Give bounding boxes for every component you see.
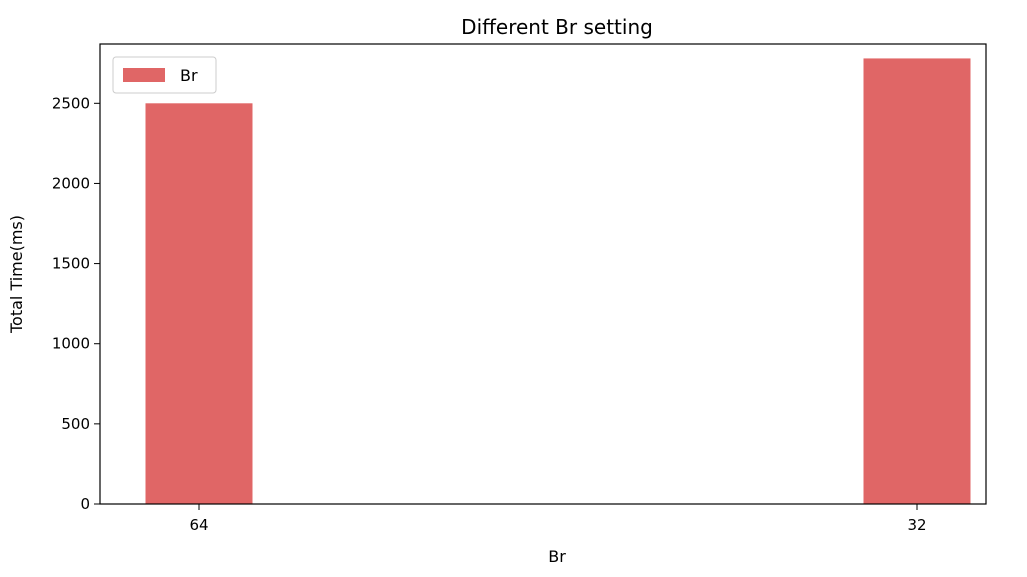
y-tick-label: 1500 <box>52 255 90 273</box>
legend-swatch <box>123 68 165 82</box>
bar-64 <box>145 103 253 505</box>
x-axis-label: Br <box>548 547 566 566</box>
y-tick-label: 0 <box>80 495 90 513</box>
bar-32 <box>863 58 971 505</box>
chart-title: Different Br setting <box>461 15 653 39</box>
x-axis: 64 32 <box>189 504 927 534</box>
y-axis-label: Total Time(ms) <box>7 215 26 334</box>
legend-label: Br <box>180 66 198 85</box>
y-tick-label: 2000 <box>52 174 90 192</box>
bars-group <box>145 58 971 505</box>
x-tick-label: 64 <box>189 516 208 534</box>
plot-area-frame <box>99 43 987 505</box>
y-tick-label: 500 <box>61 415 90 433</box>
legend: Br <box>112 56 217 94</box>
y-axis: 0 500 1000 1500 2000 2500 <box>52 94 100 513</box>
y-tick-label: 1000 <box>52 335 90 353</box>
x-tick-label: 32 <box>907 516 926 534</box>
y-tick-label: 2500 <box>52 94 90 112</box>
